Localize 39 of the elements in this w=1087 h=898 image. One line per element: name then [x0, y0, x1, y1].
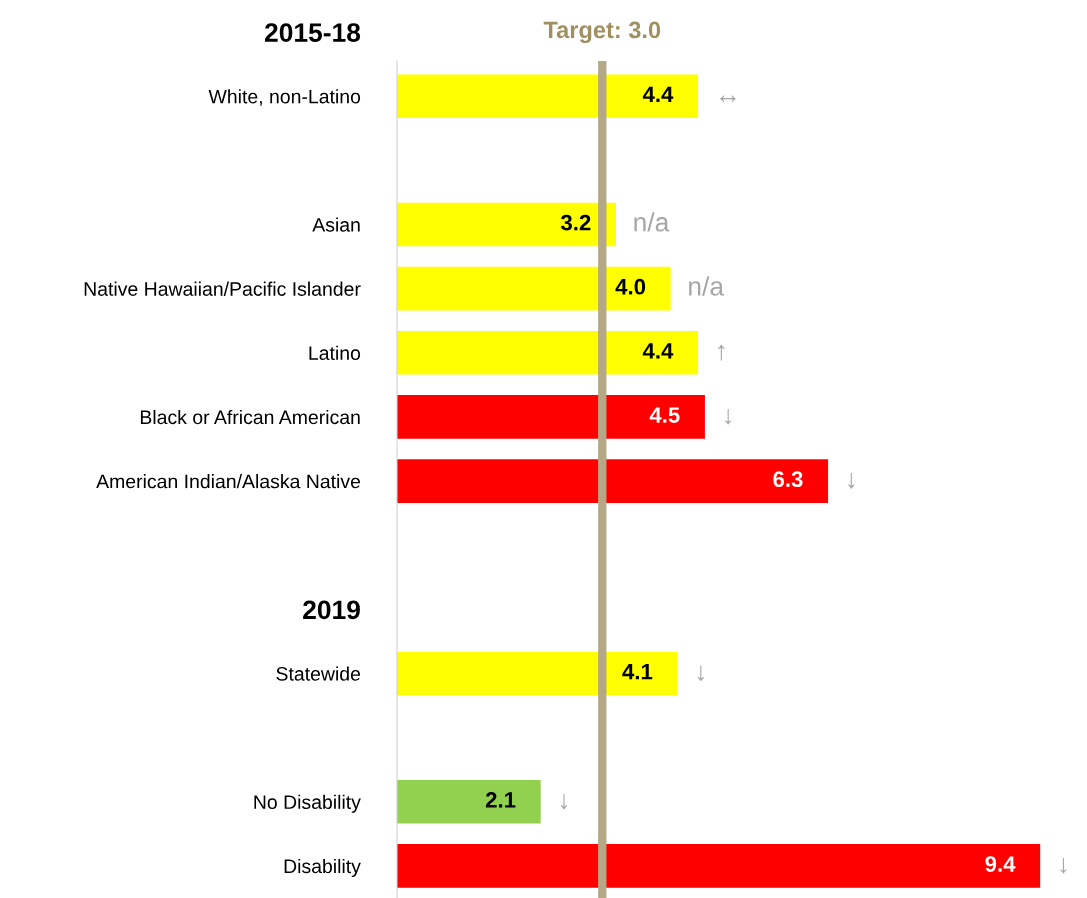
data-label: 3.2	[560, 214, 591, 231]
annotation: ↓	[1060, 857, 1067, 874]
bar	[397, 395, 705, 439]
y-tick-label: 2019	[303, 600, 360, 620]
y-tick-label: American Indian/Alaska Native	[96, 474, 361, 489]
bar	[397, 651, 678, 696]
y-tick-label: No Disability	[254, 794, 361, 813]
data-label: 2.1	[485, 792, 516, 808]
y-tick-label: Black or African American	[140, 409, 360, 425]
annotation: ↑	[718, 344, 725, 361]
y-tick-label: Native Hawaiian/Pacific Islander	[84, 281, 361, 296]
annotation: ↔	[720, 95, 736, 102]
y-tick-label: Statewide	[276, 666, 361, 681]
data-label: 9.4	[985, 856, 1016, 872]
y-tick-label: Disability	[284, 858, 361, 878]
annotation: ↓	[725, 408, 732, 425]
bar	[397, 74, 699, 119]
annotation: ↓	[560, 793, 568, 810]
data-label: 4.0	[615, 278, 646, 295]
data-label: 4.5	[649, 407, 680, 423]
data-label: 6.3	[773, 471, 803, 488]
data-label: 4.4	[642, 343, 674, 359]
annotation: ↓	[697, 665, 704, 682]
annotation: n/a	[689, 276, 725, 296]
bar	[397, 202, 616, 247]
y-tick-label: White, non-Latino	[208, 89, 361, 106]
data-label: 4.4	[642, 86, 674, 102]
y-tick-label: 2015-18	[264, 23, 361, 42]
bar	[397, 459, 829, 503]
bar	[397, 844, 1041, 888]
y-tick-label: Latino	[309, 345, 361, 361]
annotation: ↓	[848, 473, 855, 489]
bar	[397, 330, 699, 375]
y-tick-label: Asian	[312, 217, 360, 232]
annotation: n/a	[634, 212, 670, 232]
ref-line-label: Target: 3.0	[543, 21, 661, 44]
bar	[397, 266, 671, 311]
bar	[397, 779, 541, 824]
data-label: 4.1	[622, 663, 653, 680]
